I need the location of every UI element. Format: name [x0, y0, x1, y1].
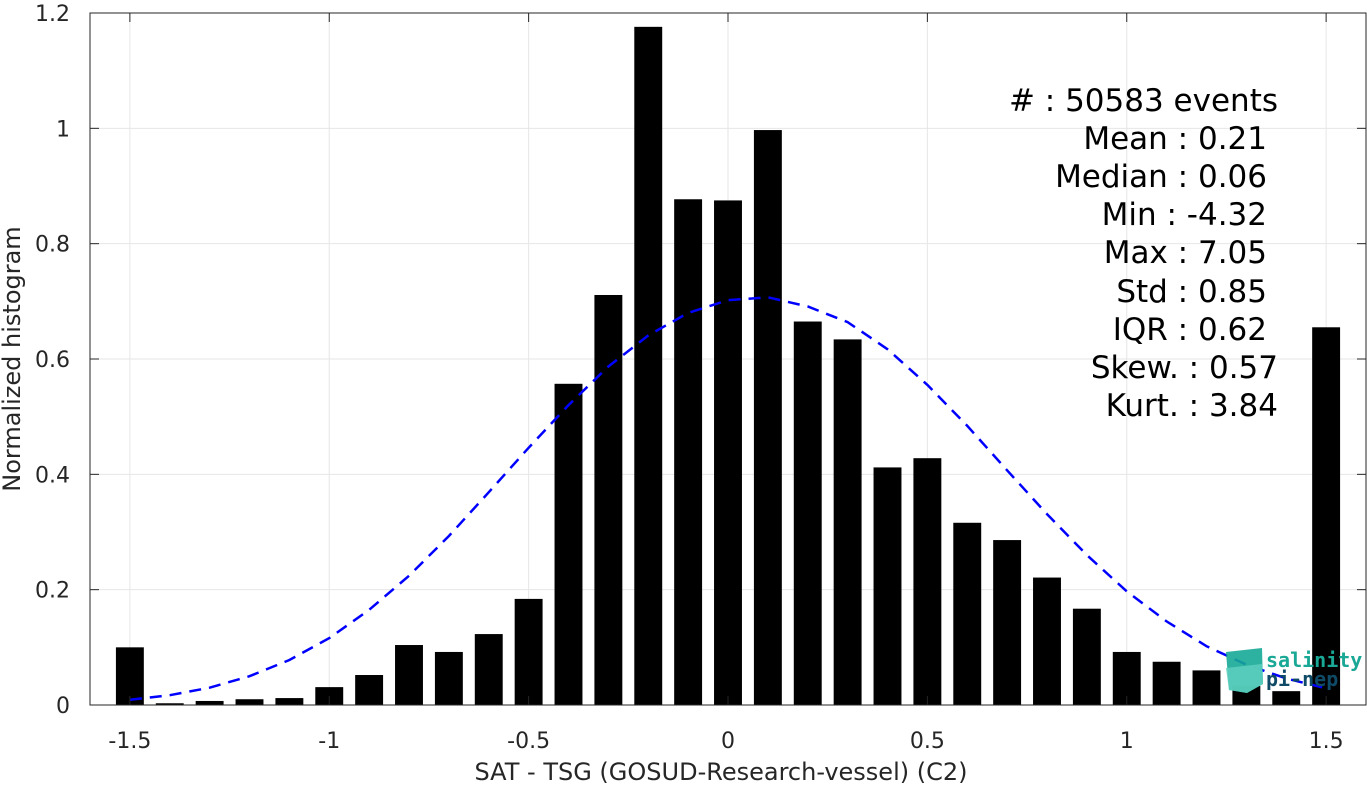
histogram-bar [1272, 691, 1301, 705]
y-tick-label: 1 [56, 117, 70, 142]
histogram-bar [1072, 608, 1101, 705]
stat-min: Min : -4.32 [1102, 197, 1267, 233]
x-tick-label: -1 [318, 729, 340, 754]
histogram-bar [993, 540, 1022, 705]
histogram-bar [514, 598, 543, 705]
y-axis-label: Normalized histogram [0, 226, 26, 491]
stat-median: Median : 0.06 [1055, 159, 1267, 195]
stat-mean: Mean : 0.21 [1083, 121, 1267, 157]
histogram-bar [913, 458, 942, 705]
y-tick-label: 0.8 [35, 233, 70, 258]
histogram-bar [355, 675, 384, 705]
y-tick-label: 0.2 [35, 579, 70, 604]
y-tick-label: 0 [56, 694, 70, 719]
histogram-bar [474, 634, 503, 705]
histogram-bar [1192, 670, 1221, 705]
stat-std: Std : 0.85 [1116, 274, 1267, 310]
histogram-bar [195, 700, 224, 705]
histogram-bar [1033, 577, 1061, 705]
histogram-bar [155, 703, 184, 705]
stat-iqr: IQR : 0.62 [1113, 312, 1267, 348]
histogram-bars [115, 26, 1341, 705]
y-tick-labels: 0 0.2 0.4 0.6 0.8 1 1.2 [35, 2, 70, 719]
y-tick-label: 0.6 [35, 348, 70, 373]
histogram-bar [434, 651, 463, 705]
stat-skew: Skew. : 0.57 [1091, 350, 1278, 386]
x-tick-label: 0.5 [910, 729, 945, 754]
histogram-bar [554, 383, 583, 705]
histogram-bar [1152, 661, 1181, 705]
histogram-bar [275, 698, 304, 705]
statistics-annotation: # : 50583 events Mean : 0.21 Median : 0.… [1009, 83, 1278, 424]
x-tick-label: 0 [721, 729, 735, 754]
histogram-bar [753, 130, 782, 705]
histogram-bar [953, 522, 982, 705]
histogram-bar [1312, 327, 1341, 705]
logo-line1: salinity [1266, 648, 1362, 672]
logo-line2: pi-nep [1266, 667, 1338, 691]
x-tick-label: -0.5 [507, 729, 550, 754]
histogram-bar [833, 339, 862, 705]
histogram-bar [634, 26, 663, 705]
histogram-bar [235, 699, 264, 705]
histogram-bar [594, 294, 623, 705]
axis-ticks [90, 12, 1366, 706]
stat-kurt: Kurt. : 3.84 [1106, 388, 1278, 424]
x-tick-label: 1 [1120, 729, 1134, 754]
x-tick-label: -1.5 [108, 729, 151, 754]
histogram-bar [714, 200, 742, 705]
histogram-bar [793, 321, 822, 705]
x-axis-label: SAT - TSG (GOSUD-Research-vessel) (C2) [475, 758, 968, 785]
histogram-bar [115, 647, 144, 705]
salinity-pinep-logo: salinity pi-nep [1226, 648, 1362, 693]
x-tick-labels: -1.5 -1 -0.5 0 0.5 1 1.5 [108, 729, 1343, 754]
histogram-bar [395, 645, 423, 705]
y-tick-label: 1.2 [35, 2, 70, 27]
histogram-bar [674, 199, 703, 705]
normal-fit-curve [129, 296, 1327, 702]
stat-events: # : 50583 events [1009, 83, 1278, 119]
stat-max: Max : 7.05 [1104, 235, 1267, 271]
histogram-bar [873, 467, 902, 705]
y-tick-label: 0.4 [35, 463, 70, 488]
x-tick-label: 1.5 [1309, 729, 1344, 754]
logo-wave-shade [1226, 664, 1263, 693]
